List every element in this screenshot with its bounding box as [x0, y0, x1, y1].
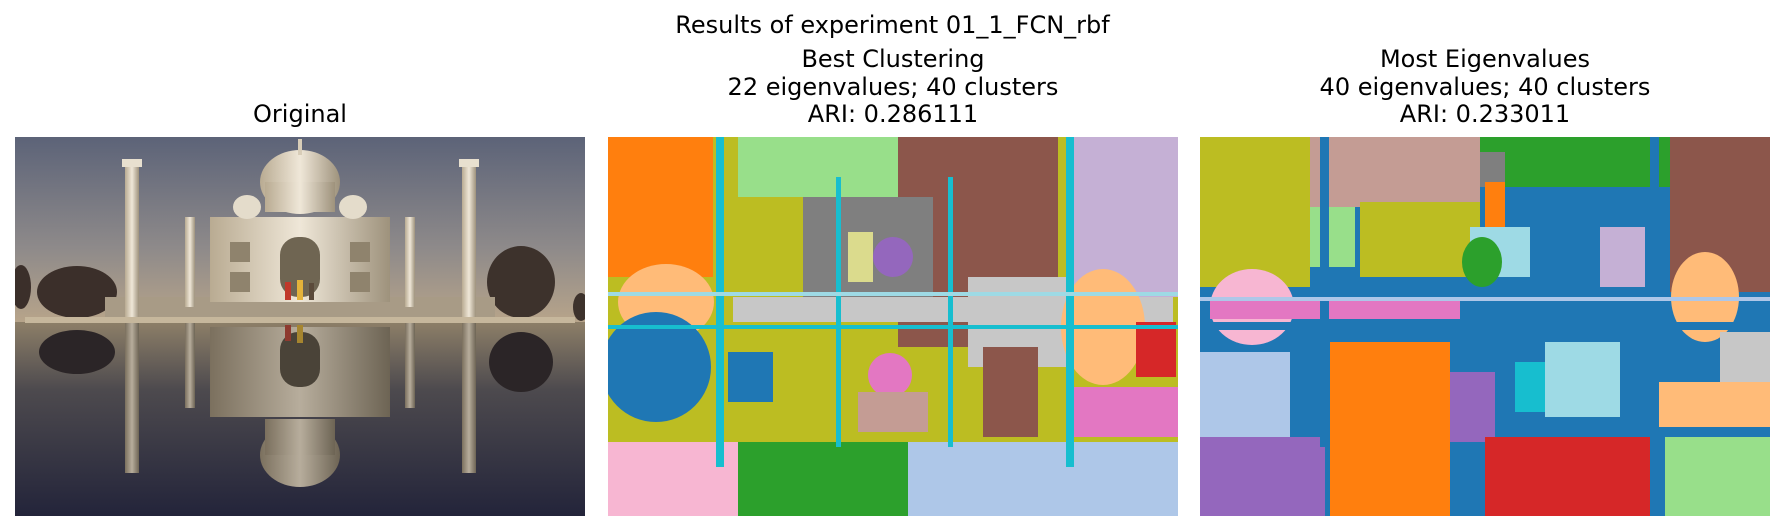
right-tree-small	[573, 293, 585, 321]
best-clustering-heading: Best Clustering	[801, 45, 985, 73]
left-tree	[37, 266, 117, 318]
right-tree	[487, 246, 555, 318]
platform-edge	[25, 317, 575, 323]
most-eigenvalues-heading: Most Eigenvalues	[1379, 45, 1591, 73]
best-clustering-image	[608, 137, 1178, 516]
minaret-left-outer	[125, 167, 139, 317]
left-tree-small	[15, 265, 31, 309]
most-eigenvalues-image	[1200, 137, 1770, 516]
panel-title-original: Original	[253, 100, 347, 128]
original-image	[15, 137, 585, 516]
most-eigenvalues-ari: ARI: 0.233011	[1399, 100, 1571, 128]
panel-title-best-clustering: Best Clustering 22 eigenvalues; 40 clust…	[608, 45, 1178, 129]
figure-suptitle: Results of experiment 01_1_FCN_rbf	[675, 11, 1110, 39]
left-tree-reflection	[39, 330, 115, 374]
minaret-right-outer	[462, 167, 476, 317]
best-clustering-settings: 22 eigenvalues; 40 clusters	[727, 72, 1059, 101]
minaret-left-inner	[185, 217, 195, 307]
cluster-region	[608, 137, 713, 277]
minaret-right-inner	[405, 217, 415, 307]
right-tree-reflection	[489, 332, 553, 392]
most-eigenvalues-settings: 40 eigenvalues; 40 clusters	[1319, 72, 1651, 101]
panel-title-most-eigenvalues: Most Eigenvalues 40 eigenvalues; 40 clus…	[1200, 45, 1770, 129]
platform	[105, 297, 495, 319]
best-clustering-ari: ARI: 0.286111	[807, 100, 979, 128]
